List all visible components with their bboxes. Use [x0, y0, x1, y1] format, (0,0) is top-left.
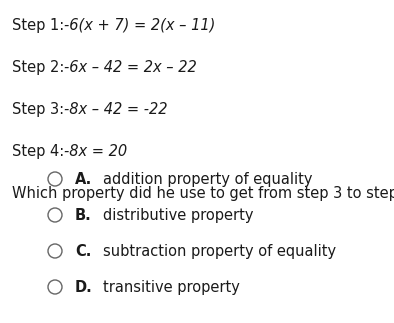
- Text: Step 4:: Step 4:: [12, 144, 69, 159]
- Text: -6x – 42 = 2x – 22: -6x – 42 = 2x – 22: [64, 60, 197, 75]
- Text: addition property of equality: addition property of equality: [103, 172, 312, 187]
- Text: -6(x + 7) = 2(x – 11): -6(x + 7) = 2(x – 11): [64, 18, 216, 33]
- Text: D.: D.: [75, 280, 93, 295]
- Text: subtraction property of equality: subtraction property of equality: [103, 244, 336, 259]
- Text: distributive property: distributive property: [103, 208, 253, 223]
- Text: Step 3:: Step 3:: [12, 102, 69, 117]
- Text: Step 2:: Step 2:: [12, 60, 69, 75]
- Text: A.: A.: [75, 172, 92, 187]
- Text: Step 1:: Step 1:: [12, 18, 69, 33]
- Text: B.: B.: [75, 208, 92, 223]
- Text: Which property did he use to get from step 3 to step 4?: Which property did he use to get from st…: [12, 186, 394, 201]
- Text: C.: C.: [75, 244, 91, 259]
- Text: -8x = 20: -8x = 20: [64, 144, 127, 159]
- Text: transitive property: transitive property: [103, 280, 240, 295]
- Text: -8x – 42 = -22: -8x – 42 = -22: [64, 102, 167, 117]
